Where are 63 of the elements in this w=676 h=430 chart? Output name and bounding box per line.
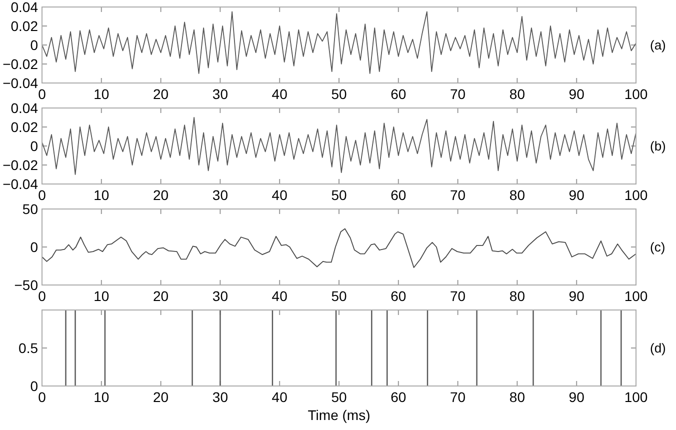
x-tick-label: 20 — [153, 187, 169, 203]
x-tick-label: 40 — [272, 187, 288, 203]
x-tick-label: 90 — [568, 86, 585, 102]
y-tick-label: 0 — [30, 378, 38, 394]
x-tick-label: 80 — [509, 389, 526, 405]
x-tick-label: 50 — [331, 187, 347, 203]
y-tick-label: −0.02 — [2, 157, 38, 173]
y-tick-label: 0.04 — [10, 0, 38, 15]
text: (c) — [650, 240, 666, 254]
x-tick-label: 10 — [94, 86, 110, 102]
y-tick-label: 0.04 — [10, 100, 38, 116]
x-tick-label: 100 — [624, 389, 648, 405]
line-series — [42, 228, 636, 268]
x-tick-label: 40 — [272, 389, 288, 405]
y-tick-label: 50 — [22, 201, 38, 217]
x-tick-label: 100 — [624, 86, 648, 102]
x-tick-label: 20 — [153, 389, 169, 405]
x-tick-label: 60 — [390, 86, 406, 102]
text: (a) — [650, 38, 666, 52]
text: (b) — [650, 138, 666, 154]
x-tick-label: 30 — [212, 86, 228, 102]
x-tick-label: 10 — [94, 187, 110, 203]
x-tick-label: 40 — [272, 86, 288, 102]
x-tick-label: 50 — [331, 86, 347, 102]
y-tick-label: −0.02 — [2, 56, 38, 72]
x-tick-label: 70 — [450, 288, 466, 304]
x-tick-label: 70 — [450, 86, 466, 102]
y-tick-label: 0.02 — [10, 119, 38, 135]
x-tick-label: 90 — [568, 187, 585, 203]
y-tick-label: 0 — [30, 138, 38, 154]
x-tick-label: 20 — [153, 288, 169, 304]
x-tick-label: 50 — [331, 389, 347, 405]
x-tick-label: 60 — [390, 288, 406, 304]
x-tick-label: 30 — [212, 389, 228, 405]
x-tick-label: 30 — [212, 288, 228, 304]
y-tick-label: −50 — [14, 277, 38, 293]
x-tick-label: 100 — [624, 288, 648, 304]
x-tick-label: 10 — [94, 389, 110, 405]
x-tick-label: 90 — [568, 288, 585, 304]
x-tick-label: 20 — [153, 86, 169, 102]
x-tick-label: 90 — [568, 389, 585, 405]
x-tick-label: 50 — [331, 288, 347, 304]
x-tick-label: 30 — [212, 187, 228, 203]
x-tick-label: 80 — [509, 86, 526, 102]
y-tick-label: −0.04 — [2, 176, 38, 192]
x-axis-title: Time (ms) — [308, 407, 370, 423]
y-tick-label: 0 — [30, 37, 38, 53]
x-tick-label: 60 — [390, 389, 406, 405]
x-tick-label: 40 — [272, 288, 288, 304]
x-tick-label: 70 — [450, 187, 466, 203]
x-tick-label: 80 — [509, 288, 526, 304]
line-series — [42, 11, 636, 74]
x-tick-label: 100 — [624, 187, 648, 203]
x-tick-label: 60 — [390, 187, 406, 203]
x-tick-label: 70 — [450, 389, 466, 405]
x-tick-label: 10 — [94, 288, 110, 304]
line-series — [42, 117, 636, 175]
y-tick-label: −0.04 — [2, 75, 38, 91]
y-tick-label: 0.02 — [10, 18, 38, 34]
y-tick-label: 0.5 — [18, 340, 38, 356]
y-tick-label: 0 — [30, 239, 38, 255]
text: (d) — [650, 340, 666, 356]
x-tick-label: 80 — [509, 187, 526, 203]
